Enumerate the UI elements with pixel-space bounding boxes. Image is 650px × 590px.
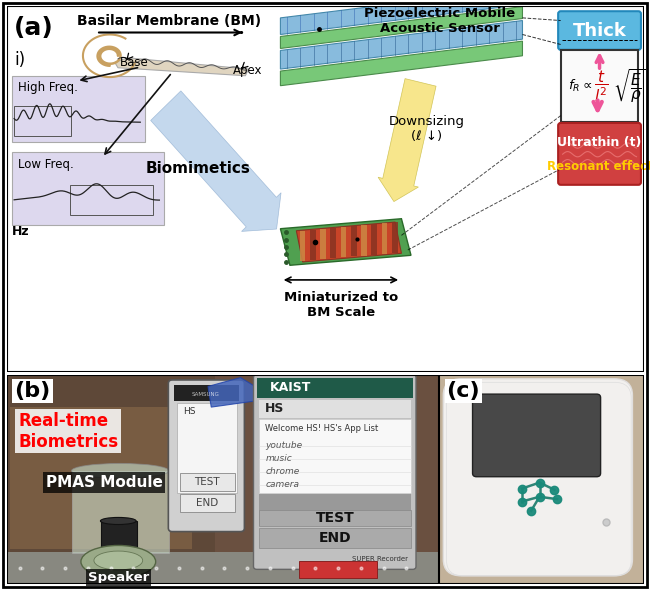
Bar [259,419,411,493]
FancyBboxPatch shape [558,123,641,185]
Bar [70,185,153,215]
Text: (c): (c) [447,381,480,401]
FancyBboxPatch shape [443,379,632,576]
FancyBboxPatch shape [561,51,638,122]
Ellipse shape [72,464,169,478]
Text: Downsizing
(ℓ ↓): Downsizing (ℓ ↓) [389,115,465,143]
Text: (a): (a) [14,16,54,40]
FancyBboxPatch shape [558,11,641,50]
Text: END: END [196,499,218,508]
Bar [259,494,411,526]
Text: Ultrathin (t): Ultrathin (t) [557,136,642,149]
Bar [10,407,192,549]
Text: KAIST: KAIST [270,381,311,394]
Polygon shape [280,219,411,266]
Text: $f_R \propto$: $f_R \propto$ [568,78,592,94]
Text: Biomimetics: Biomimetics [145,161,250,176]
Text: Welcome HS! HS's App List: Welcome HS! HS's App List [265,424,378,432]
Text: music: music [265,454,292,463]
FancyArrow shape [151,91,281,231]
Text: SAMSUNG: SAMSUNG [192,392,220,396]
Text: $\sqrt{\dfrac{E}{\rho}}$: $\sqrt{\dfrac{E}{\rho}}$ [613,68,645,105]
Bar [6,552,439,584]
Text: Real-time
Biometrics: Real-time Biometrics [18,412,118,451]
Bar [14,106,72,136]
Bar [259,510,411,526]
Text: TEST: TEST [194,477,220,487]
Bar [259,528,411,548]
Text: chrome: chrome [265,467,300,476]
Polygon shape [296,222,402,262]
FancyBboxPatch shape [168,380,244,532]
Polygon shape [280,41,523,86]
Text: SUPER Recorder: SUPER Recorder [352,556,408,562]
Text: Low Freq.: Low Freq. [18,158,73,171]
Text: Thick: Thick [573,21,627,40]
Polygon shape [280,6,523,48]
Ellipse shape [94,551,143,570]
Text: Piezoelectric Mobile
Acoustic Sensor: Piezoelectric Mobile Acoustic Sensor [364,7,515,35]
Bar [180,494,235,512]
Text: HS: HS [265,402,285,415]
Text: youtube: youtube [265,441,302,450]
Text: camera: camera [265,480,299,489]
Text: Hz: Hz [12,225,29,238]
FancyBboxPatch shape [254,375,416,569]
Bar [257,378,413,398]
Text: Speaker: Speaker [88,571,149,584]
Text: High Freq.: High Freq. [18,81,78,94]
Text: Apex: Apex [233,64,262,77]
Bar [6,375,214,584]
FancyBboxPatch shape [12,152,164,225]
Text: HS: HS [183,407,196,415]
Bar [101,521,136,553]
Bar [259,400,411,418]
Ellipse shape [81,545,156,578]
Bar [72,471,169,553]
FancyBboxPatch shape [473,394,601,477]
Text: i): i) [14,51,25,69]
FancyBboxPatch shape [12,76,146,142]
Text: PMAS Module: PMAS Module [46,475,162,490]
Polygon shape [280,0,523,34]
Polygon shape [115,58,248,76]
Ellipse shape [100,517,136,525]
Text: Base: Base [120,56,149,69]
Bar [180,473,235,491]
Text: Miniaturized to
BM Scale: Miniaturized to BM Scale [284,290,398,319]
Bar [177,403,237,493]
Text: $\dfrac{t}{l^2}$: $\dfrac{t}{l^2}$ [594,68,608,104]
Text: Basilar Membrane (BM): Basilar Membrane (BM) [77,14,261,28]
Text: END: END [318,531,351,545]
Bar [174,385,239,401]
FancyArrow shape [378,78,436,202]
Text: (b): (b) [14,381,51,401]
Text: Resonant effect: Resonant effect [547,160,650,173]
Bar [299,560,377,578]
Polygon shape [208,378,260,407]
Polygon shape [280,21,523,69]
Text: TEST: TEST [315,511,354,525]
